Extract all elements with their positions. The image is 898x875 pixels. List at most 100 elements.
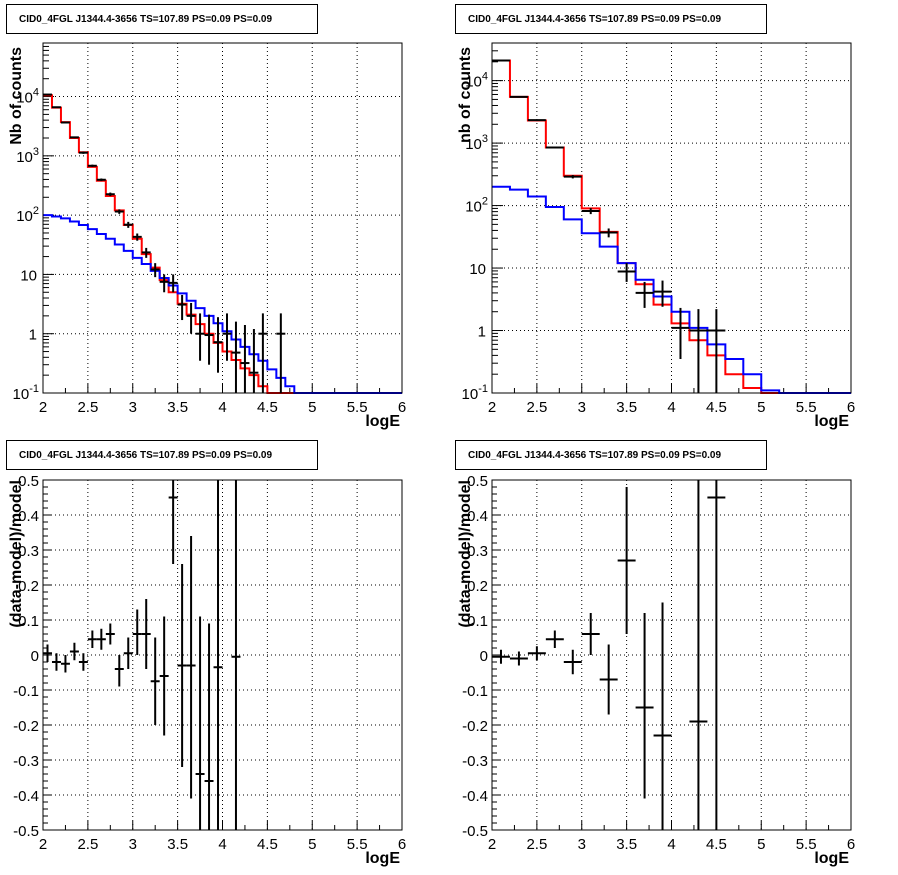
y-tick-label: 1: [478, 324, 486, 341]
data-point: [545, 630, 564, 648]
data-point: [563, 649, 582, 675]
y-tick-label: 0.3: [18, 543, 39, 560]
data-point: [114, 655, 124, 687]
data-point: [545, 146, 564, 149]
y-tick-label: 104: [465, 71, 488, 91]
data-point: [707, 480, 726, 830]
x-axis-title: logE: [365, 413, 400, 430]
x-tick-label: 5.5: [796, 399, 817, 416]
y-tick-label: 0.2: [467, 578, 488, 595]
plot-frame: [42, 479, 403, 831]
data-point: [96, 628, 106, 650]
data-point: [258, 313, 268, 393]
x-tick-label: 4.5: [257, 399, 278, 416]
y-tick-label: 104: [16, 87, 39, 107]
data-point: [492, 59, 510, 62]
x-tick-label: 4.5: [257, 836, 278, 853]
x-tick-label: 2: [39, 836, 47, 853]
y-tick-label: -0.3: [13, 753, 39, 770]
data-point: [132, 609, 142, 655]
data-point: [689, 309, 708, 393]
data-point: [96, 178, 106, 182]
x-tick-label: 5: [757, 399, 765, 416]
y-tick-label: 0.4: [467, 508, 488, 525]
y-tick-label: -0.4: [13, 788, 39, 805]
data-point: [213, 317, 223, 373]
data-point: [599, 644, 618, 715]
y-tick-label: 10-1: [462, 383, 488, 403]
x-tick-label: 5.5: [347, 836, 368, 853]
data-point: [492, 649, 510, 664]
y-tick-label: 0.1: [18, 613, 39, 630]
y-tick-label: -0.1: [462, 683, 488, 700]
data-point: [141, 599, 151, 669]
y-axis-title: (data-model)/model: [457, 480, 474, 628]
x-tick-label: 2: [488, 399, 496, 416]
data-point: [159, 616, 169, 736]
y-tick-label: 10: [469, 261, 486, 278]
plot-frame: [42, 42, 403, 394]
x-tick-label: 4.5: [706, 836, 727, 853]
data-point: [123, 637, 133, 669]
data-point: [105, 192, 115, 197]
data-point: [69, 136, 79, 139]
x-tick-label: 4.5: [706, 399, 727, 416]
data-point: [231, 480, 241, 830]
y-axis-title: (data-model)/model: [8, 480, 25, 628]
data-point: [141, 247, 151, 258]
data-point: [60, 121, 70, 124]
y-tick-label: 0: [480, 648, 488, 665]
data-point: [150, 637, 160, 725]
y-tick-label: 103: [465, 133, 488, 153]
x-tick-label: 2.5: [77, 836, 98, 853]
data-point: [599, 228, 618, 238]
x-tick-label: 2.5: [526, 399, 547, 416]
data-point: [60, 655, 70, 673]
x-tick-label: 3.5: [616, 399, 637, 416]
panel-4-title: CID0_4FGL J1344.4-3656 TS=107.89 PS=0.09…: [455, 440, 767, 470]
y-tick-label: 0.2: [18, 578, 39, 595]
data-point: [581, 613, 600, 655]
series-background-model-line: [492, 185, 851, 394]
x-axis-title: logE: [365, 850, 400, 867]
y-axis-title: Nb of counts: [8, 47, 25, 145]
y-tick-label: 103: [16, 146, 39, 166]
data-point: [123, 221, 133, 228]
data-point: [114, 209, 124, 214]
data-point: [43, 93, 52, 96]
x-axis-title: logE: [814, 413, 849, 430]
x-tick-label: 4: [218, 836, 226, 853]
y-tick-label: 1: [29, 327, 37, 344]
x-tick-label: 3: [578, 836, 586, 853]
data-point: [249, 329, 259, 393]
data-point: [159, 274, 169, 293]
x-tick-label: 3: [129, 399, 137, 416]
data-point: [527, 119, 546, 122]
data-point: [168, 480, 178, 564]
y-tick-label: 0.1: [467, 613, 488, 630]
y-tick-label: -0.2: [462, 718, 488, 735]
data-point: [527, 646, 546, 661]
y-tick-label: 0.5: [467, 473, 488, 490]
data-point: [689, 480, 708, 830]
data-point: [195, 313, 205, 361]
y-tick-label: 10-1: [13, 383, 39, 403]
x-tick-label: 6: [398, 836, 406, 853]
data-point: [222, 313, 232, 361]
series-background-model-line: [43, 214, 402, 394]
panel-3-title: CID0_4FGL J1344.4-3656 TS=107.89 PS=0.09…: [6, 440, 318, 470]
x-tick-label: 4: [667, 399, 675, 416]
panel-1-title: CID0_4FGL J1344.4-3656 TS=107.89 PS=0.09…: [6, 4, 318, 34]
x-tick-label: 5.5: [347, 399, 368, 416]
data-point: [195, 616, 205, 830]
data-point: [51, 106, 61, 109]
data-point: [87, 630, 97, 648]
data-point: [617, 487, 636, 634]
data-point: [213, 480, 223, 830]
data-point: [177, 294, 187, 321]
x-tick-label: 2.5: [526, 836, 547, 853]
panel-2: 2 2.5 3 3.5 4 4.5 5 5.5 6 10-1 1 10 102 103 104 logE nb …: [457, 42, 855, 430]
data-point: [177, 564, 187, 767]
data-point: [653, 602, 672, 830]
panel-3: 2 2.5 3 3.5 4 4.5 5 5.5 6 -0.5 -0.4 -0.3 -0.2 -0.1 0 0.…: [8, 473, 406, 867]
